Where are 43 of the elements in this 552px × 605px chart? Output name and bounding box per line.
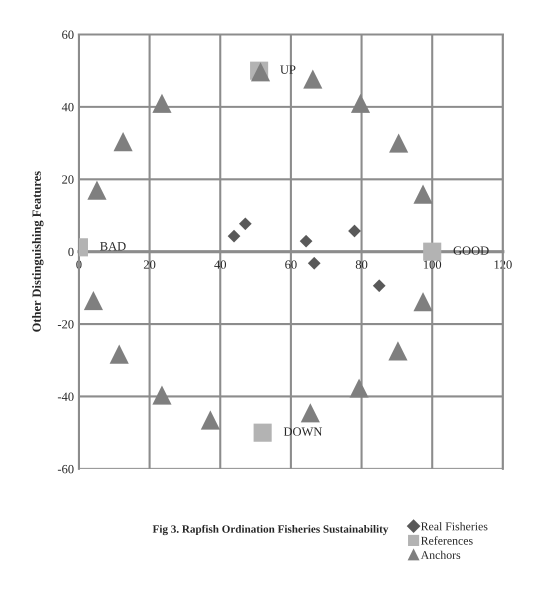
text: Fig 3. Rapfish Ordination Fisheries Sustainability [152,524,388,536]
point [348,224,361,238]
point [254,424,272,442]
y-tick-label: -40 [58,392,74,401]
annotation: DOWN [284,427,322,436]
x-tick-label: 20 [144,260,156,269]
x-tick-label: 100 [424,260,442,269]
point [200,410,220,430]
y-axis-title: Other Distinguishing Features [32,171,44,332]
point [228,230,240,242]
point [152,385,172,405]
point [350,94,370,113]
point [308,256,321,270]
legend-label: Anchors [420,550,460,560]
y-tick-label: 0 [68,248,74,256]
point [350,378,369,398]
x-tick-label: 60 [285,260,297,269]
annotation: BAD [100,242,126,250]
annotation: UP [280,66,296,74]
point [114,132,133,152]
point [110,344,129,364]
x-tick-label: 40 [214,260,226,269]
point [87,180,107,200]
x-tick-label: 80 [356,260,368,269]
point [372,279,386,292]
point [300,403,320,422]
y-tick-label: -20 [58,320,74,329]
point [413,292,433,312]
point [84,290,103,310]
y-tick-label: 20 [62,175,74,184]
point [303,69,322,89]
legend-label: References [421,536,473,545]
y-tick-label: 40 [62,102,74,112]
point [238,217,252,230]
point [152,94,172,113]
point [389,134,408,153]
legend-label: Real Fisheries [421,522,488,530]
point [300,234,312,248]
y-tick-label: 60 [62,30,74,39]
point [388,341,408,360]
y-tick-label: -60 [58,464,74,474]
point [423,242,442,261]
point [413,184,433,204]
